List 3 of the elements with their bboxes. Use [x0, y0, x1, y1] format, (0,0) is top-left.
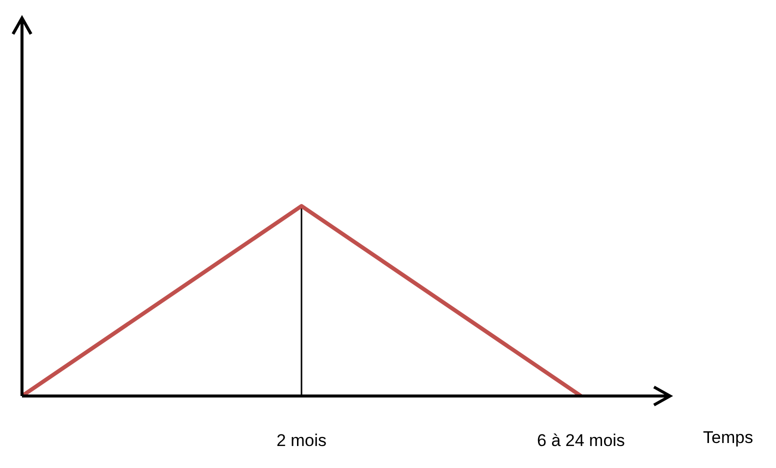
x-axis-title: Temps: [703, 428, 754, 448]
x-tick-label: 2 mois: [276, 431, 327, 450]
x-tick-label: 6 à 24 mois: [537, 431, 625, 450]
